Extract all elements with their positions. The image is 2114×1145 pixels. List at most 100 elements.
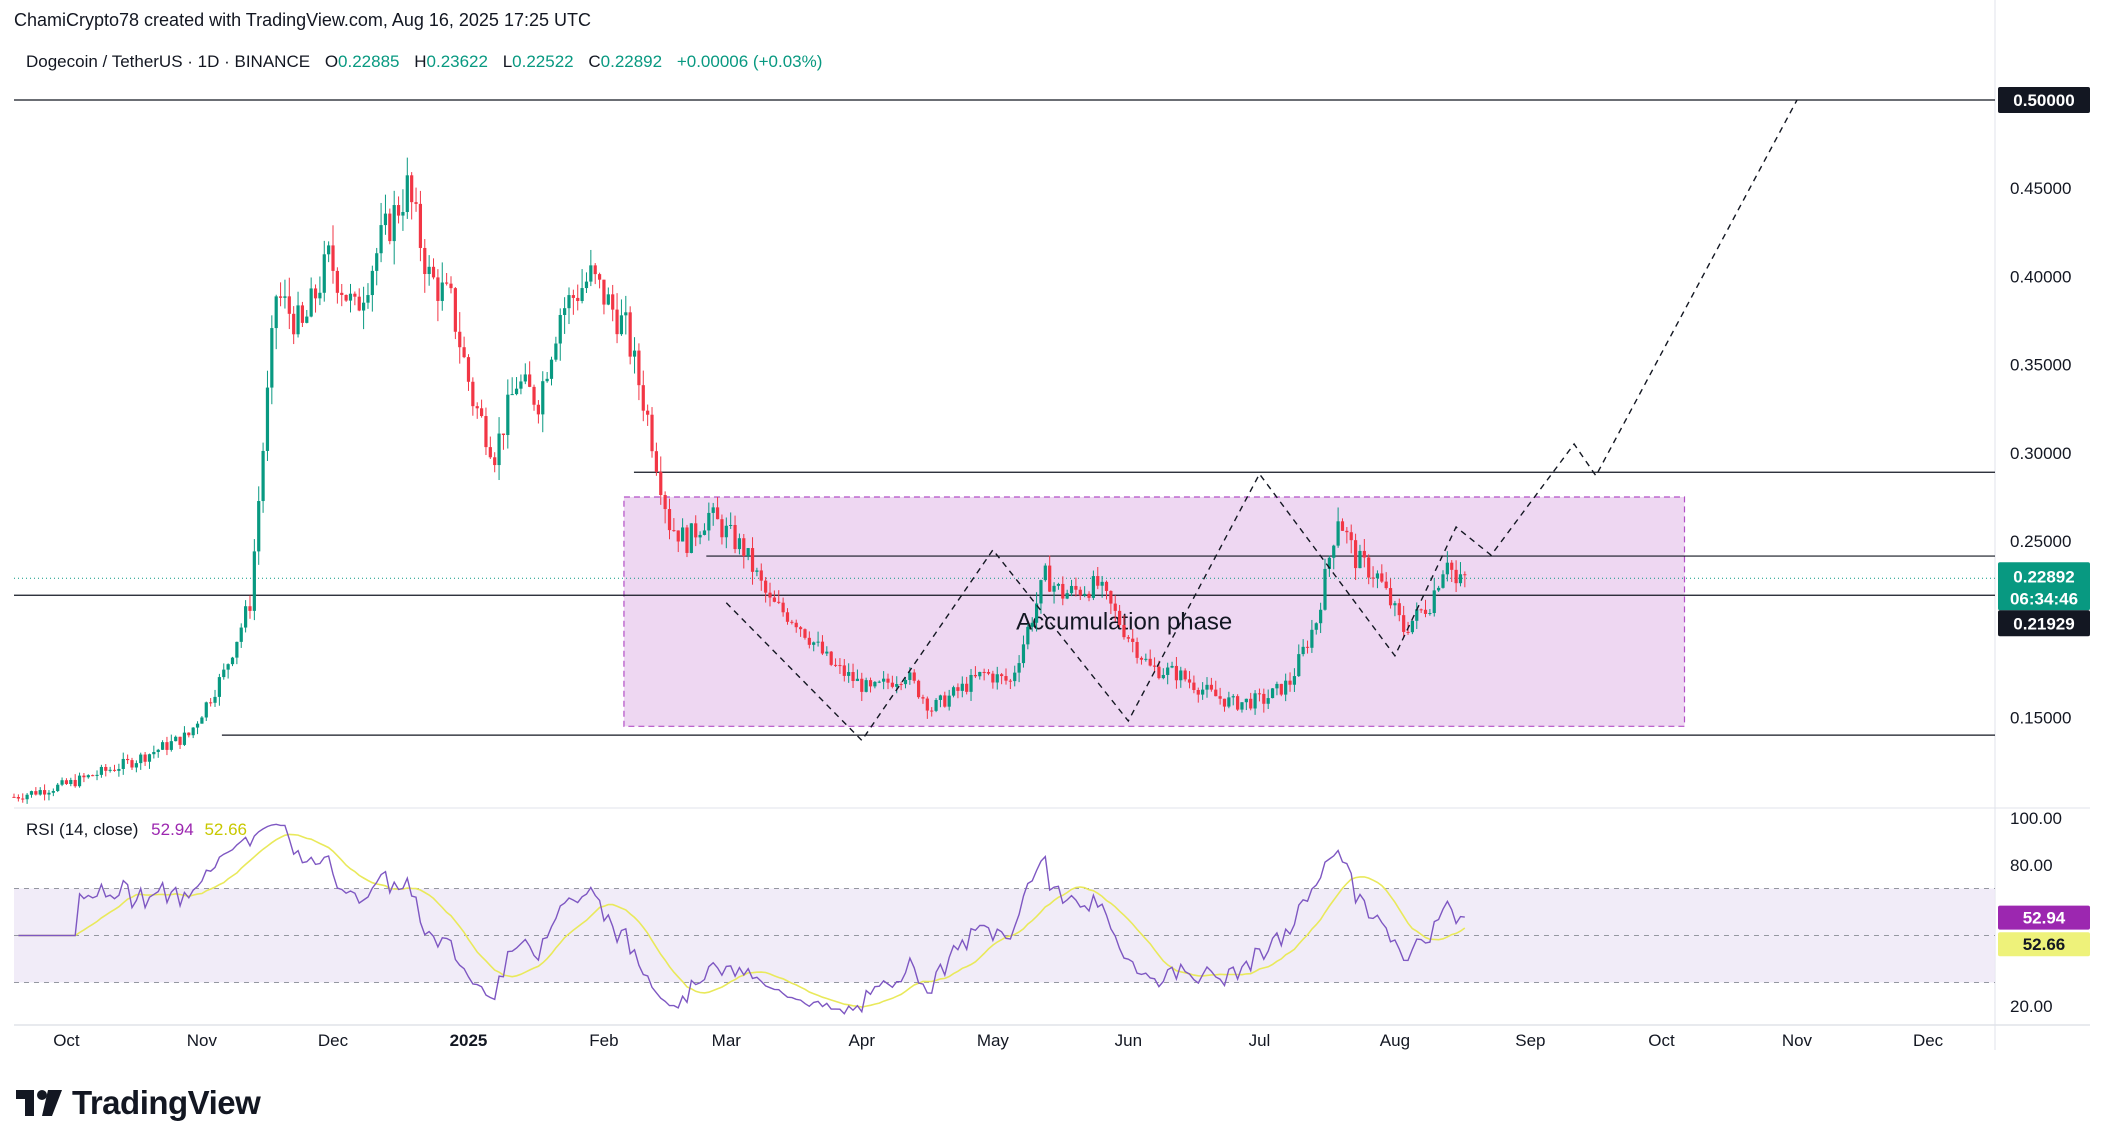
candle-body [746, 548, 750, 556]
candle-body [597, 274, 602, 280]
candle-body [1231, 696, 1235, 698]
candle-body [1279, 683, 1283, 695]
candle-body [895, 684, 899, 687]
candle-body [458, 331, 462, 348]
candle-body [1087, 593, 1091, 598]
candle-body [305, 316, 309, 323]
candle-body [493, 457, 497, 466]
candle-body [1026, 626, 1030, 645]
candle-body [890, 682, 894, 687]
candle-body [331, 245, 335, 271]
candle-body [1166, 667, 1170, 675]
candle-body [554, 343, 558, 360]
candle-body [764, 580, 768, 593]
candle-body [1061, 583, 1065, 599]
candle-body [200, 717, 204, 724]
candle-body [956, 687, 960, 691]
candle-body [947, 695, 951, 707]
candle-body [1353, 540, 1358, 569]
symbol-name[interactable]: Dogecoin / TetherUS · 1D · BINANCE [26, 52, 311, 71]
candle-body [1450, 562, 1454, 570]
candle-body [672, 530, 676, 532]
candle-body [1069, 585, 1074, 594]
candle-body [632, 350, 637, 357]
candle-body [1078, 589, 1082, 596]
candle-body [1288, 680, 1292, 685]
time-tick-label: 2025 [450, 1031, 488, 1050]
candle-body [663, 495, 667, 510]
candle-body [226, 664, 230, 670]
candle-body [300, 305, 305, 323]
candle-body [318, 292, 322, 299]
candle-body [265, 387, 270, 451]
candle-body [353, 293, 357, 297]
candle-body [1340, 521, 1345, 531]
candle-body [702, 530, 707, 535]
candle-body [204, 702, 208, 718]
candle-body [82, 775, 86, 778]
candle-body [344, 294, 348, 301]
candle-body [91, 775, 95, 777]
candle-body [392, 205, 396, 242]
candle-body [134, 763, 138, 768]
candle-body [86, 775, 90, 778]
candle-body [842, 665, 846, 676]
candle-body [1157, 666, 1161, 679]
candle-body [790, 621, 794, 623]
candle-body [1065, 593, 1069, 599]
low-value: 0.22522 [512, 52, 574, 71]
candle-body [431, 266, 436, 278]
candle-body [423, 247, 427, 275]
time-tick-label: Dec [318, 1031, 349, 1050]
candle-body [899, 684, 903, 686]
candle-body [1301, 646, 1305, 655]
candle-body [908, 672, 912, 680]
candle-body [925, 698, 929, 711]
candle-body [528, 374, 532, 387]
candle-body [951, 687, 956, 696]
candle-body [195, 723, 200, 728]
candle-body [1139, 657, 1144, 660]
open-value: 0.22885 [338, 52, 400, 71]
candle-body [781, 602, 785, 613]
candle-body [1284, 680, 1288, 695]
rsi-label[interactable]: RSI (14, close) [26, 820, 139, 839]
horizontal-levels [14, 99, 1995, 736]
candle-body [877, 681, 881, 683]
candle-body [1096, 576, 1100, 586]
candle-body [69, 779, 73, 785]
rsi-ma-tag: 52.66 [2023, 935, 2066, 954]
candle-body [1039, 580, 1043, 604]
candle-body [117, 768, 121, 771]
candle-body [978, 671, 982, 677]
candle-body [1393, 603, 1397, 606]
candle-body [860, 678, 864, 692]
time-tick-label: Aug [1380, 1031, 1410, 1050]
candle-body [606, 294, 610, 305]
candle-body [1013, 672, 1017, 682]
candle-body [1000, 674, 1004, 677]
candle-body [676, 530, 680, 542]
candle-body [759, 570, 763, 581]
price-tick-label: 0.40000 [2010, 267, 2071, 286]
candle-body [1043, 565, 1047, 581]
price-tick-label: 0.25000 [2010, 532, 2071, 551]
candle-body [1209, 684, 1213, 690]
candle-body [449, 283, 453, 289]
price-tick-label: 0.30000 [2010, 444, 2071, 463]
candle-body [230, 657, 235, 665]
time-tick-label: Sep [1515, 1031, 1545, 1050]
close-value: 0.22892 [600, 52, 663, 71]
open-label: O [324, 52, 339, 71]
candle-body [1249, 698, 1253, 709]
candle-body [545, 378, 549, 382]
tradingview-logo[interactable]: TradingView [16, 1084, 261, 1122]
candle-body [1113, 603, 1117, 611]
candle-body [147, 754, 152, 762]
candle-body [829, 651, 833, 665]
candle-body [1179, 670, 1183, 681]
candle-body [182, 732, 187, 745]
rsi-legend: RSI (14, close) 52.94 52.66 [26, 820, 247, 840]
candle-body [287, 296, 291, 314]
